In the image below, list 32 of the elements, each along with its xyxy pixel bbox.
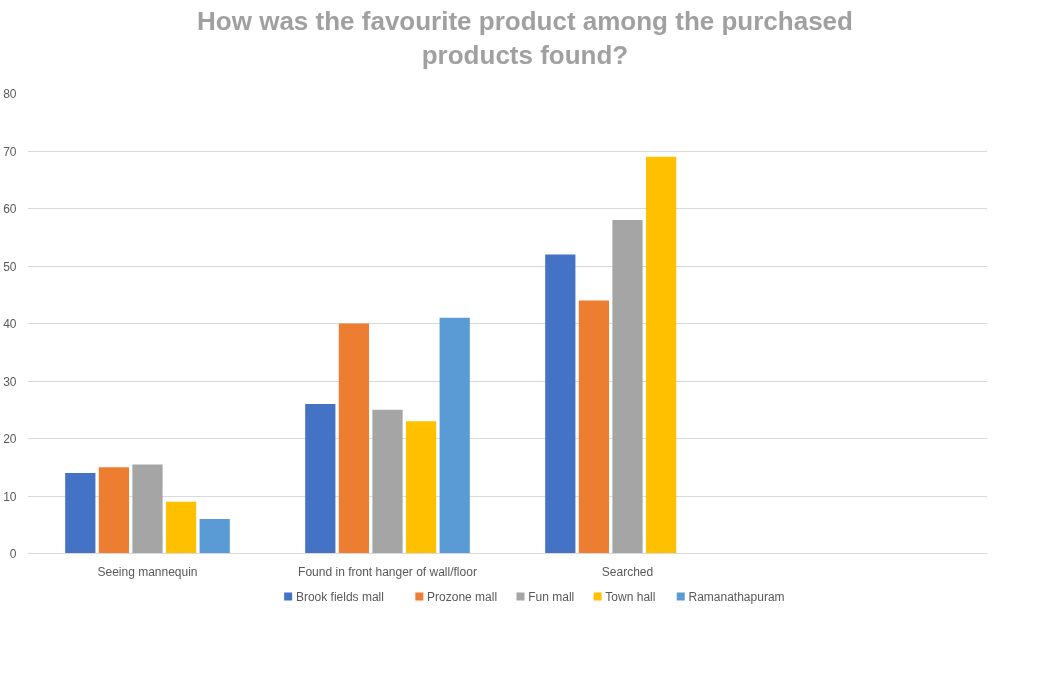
- y-tick-label: 70: [3, 144, 17, 159]
- y-tick-label: 40: [3, 317, 17, 331]
- bar: [545, 254, 576, 554]
- y-tick-label: 60: [3, 202, 17, 216]
- bar: [612, 220, 643, 554]
- legend-label: Brook fields mall: [295, 589, 384, 604]
- bar: [199, 519, 230, 554]
- x-tick-label: Searched: [601, 564, 654, 579]
- legend-label: Town hall: [605, 589, 656, 604]
- bar: [132, 464, 163, 554]
- y-tick-label: 10: [3, 489, 17, 504]
- bar: [372, 409, 403, 554]
- y-tick-label: 20: [3, 432, 17, 446]
- bar: [98, 467, 130, 554]
- y-tick-label: 50: [3, 259, 17, 274]
- legend-label: Prozone mall: [427, 589, 498, 604]
- bar: [305, 404, 336, 554]
- x-tick-label: Found in front hanger of wall/floor: [298, 564, 477, 579]
- bar: [578, 300, 610, 554]
- y-tick-label: 0: [9, 547, 17, 561]
- y-tick-label: 80: [3, 87, 17, 101]
- bar: [338, 323, 370, 554]
- bar: [165, 501, 197, 554]
- bar: [439, 317, 470, 554]
- x-tick-label: Seeing mannequin: [97, 564, 198, 579]
- bar: [645, 156, 677, 554]
- legend-label: Fun mall: [528, 589, 575, 604]
- y-tick-label: 30: [3, 374, 17, 389]
- bar: [65, 473, 96, 554]
- bar: [405, 421, 437, 554]
- legend-label: Ramanathapuram: [688, 589, 785, 604]
- chart-title: How was the favourite product among the purchased products found?: [196, 5, 854, 72]
